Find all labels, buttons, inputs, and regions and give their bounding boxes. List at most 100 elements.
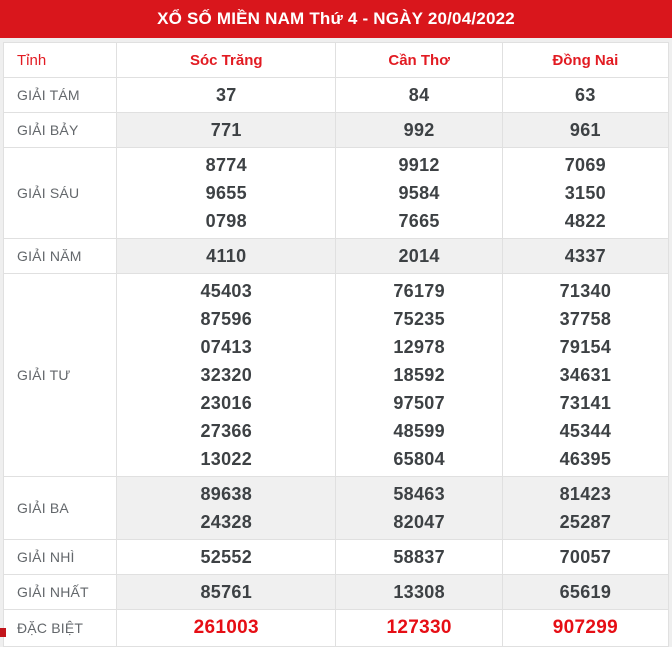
prize-number: 8774: [205, 155, 247, 175]
prize-label: GIẢI NHẤT: [2, 574, 118, 610]
prize-number: 65619: [559, 582, 612, 602]
prize-number: 48599: [393, 421, 445, 441]
prize-number: 961: [569, 120, 601, 140]
prize-number: 82047: [393, 512, 445, 532]
prize-number: 2014: [398, 246, 440, 266]
prize-number: 37758: [559, 309, 612, 329]
prize-number: 52552: [200, 547, 253, 567]
prize-number: 81423: [559, 484, 612, 504]
prize-number: 63: [575, 85, 596, 105]
prize-number: 34631: [559, 365, 612, 385]
prize-cell: 4337: [501, 238, 670, 274]
prize-label: GIẢI TÁM: [2, 77, 118, 113]
prize-row: GIẢI BẢY 771 992 961: [2, 112, 670, 148]
page-title: XỔ SỐ MIỀN NAM Thứ 4 - NGÀY 20/04/2022: [157, 9, 515, 28]
prize-number: 46395: [559, 449, 612, 469]
prize-cell: 13308: [335, 574, 503, 610]
prize-number: 73141: [559, 393, 612, 413]
prize-number: 58837: [393, 547, 445, 567]
results-table: Tỉnh Sóc Trăng Cần Thơ Đồng Nai GIẢI TÁM…: [2, 42, 670, 647]
prize-row: GIẢI NHÌ 52552 58837 70057: [2, 539, 670, 575]
prize-number: 25287: [559, 512, 612, 532]
prize-row: GIẢI NĂM 4110 2014 4337: [2, 238, 670, 274]
results-table-wrap: Tỉnh Sóc Trăng Cần Thơ Đồng Nai GIẢI TÁM…: [0, 38, 672, 647]
prize-number: 85761: [200, 582, 253, 602]
prize-number: 97507: [393, 393, 445, 413]
prize-number: 9912: [398, 155, 440, 175]
prize-number: 9655: [205, 183, 247, 203]
prize-label: GIẢI SÁU: [2, 147, 118, 239]
column-header-dong-nai: Đồng Nai: [501, 42, 670, 78]
prize-number: 32320: [200, 365, 253, 385]
prize-number: 27366: [200, 421, 253, 441]
prize-cell: 84: [335, 77, 503, 113]
prize-row: GIẢI SÁU 8774 9655 0798 9912 9584 7665 7069 3150…: [2, 147, 670, 239]
prize-number: 13022: [200, 449, 253, 469]
prize-number: 4822: [564, 211, 606, 231]
header-row: Tỉnh Sóc Trăng Cần Thơ Đồng Nai: [2, 42, 670, 78]
prize-row: GIẢI TƯ 45403 87596 07413 32320 23016 27366 130…: [2, 273, 670, 477]
prize-cell: 961: [501, 112, 670, 148]
prize-cell: 65619: [501, 574, 670, 610]
prize-rows-body: GIẢI TÁM 37 84 63 GIẢI BẢY 771 992 961 GIẢI SÁU 8…: [2, 77, 670, 647]
prize-cell: 58837: [335, 539, 503, 575]
prize-number: 18592: [393, 365, 445, 385]
prize-number: 45403: [200, 281, 253, 301]
prize-number: 89638: [200, 484, 253, 504]
prize-number: 37: [215, 85, 237, 105]
prize-cell: 4110: [116, 238, 337, 274]
prize-number: 79154: [559, 337, 612, 357]
prize-number: 992: [403, 120, 435, 140]
title-bar: XỔ SỐ MIỀN NAM Thứ 4 - NGÀY 20/04/2022: [0, 0, 672, 38]
prize-cell: 7069 3150 4822: [501, 147, 670, 239]
prize-label: GIẢI BẢY: [2, 112, 118, 148]
prize-cell: 70057: [501, 539, 670, 575]
prize-number: 24328: [200, 512, 253, 532]
prize-number: 07413: [200, 337, 253, 357]
prize-cell: 58463 82047: [335, 476, 503, 540]
prize-number: 58463: [393, 484, 445, 504]
prize-number: 907299: [552, 617, 618, 638]
prize-number: 70057: [559, 547, 612, 567]
column-header-soc-trang: Sóc Trăng: [116, 42, 337, 78]
prize-cell: 992: [335, 112, 503, 148]
column-header-can-tho: Cần Thơ: [335, 42, 503, 78]
prize-cell: 45403 87596 07413 32320 23016 27366 13022: [116, 273, 337, 477]
prize-label: GIẢI TƯ: [2, 273, 118, 477]
prize-number: 127330: [386, 617, 452, 638]
prize-row: GIẢI NHẤT 85761 13308 65619: [2, 574, 670, 610]
prize-number: 45344: [559, 421, 612, 441]
prize-number: 261003: [193, 617, 259, 638]
prize-cell: 9912 9584 7665: [335, 147, 503, 239]
prize-number: 65804: [393, 449, 445, 469]
prize-number: 76179: [393, 281, 445, 301]
prize-cell: 71340 37758 79154 34631 73141 45344 46395: [501, 273, 670, 477]
prize-number: 75235: [393, 309, 445, 329]
prize-cell: 63: [501, 77, 670, 113]
prize-cell: 2014: [335, 238, 503, 274]
prize-number: 13308: [393, 582, 445, 602]
prize-number: 7069: [564, 155, 606, 175]
prize-cell: 76179 75235 12978 18592 97507 48599 65804: [335, 273, 503, 477]
prize-cell: 8774 9655 0798: [116, 147, 337, 239]
prize-cell: 85761: [116, 574, 337, 610]
prize-row: GIẢI BA 89638 24328 58463 82047 81423 25287: [2, 476, 670, 540]
prize-cell: 771: [116, 112, 337, 148]
column-header-province: Tỉnh: [2, 42, 118, 78]
prize-number: 84: [408, 85, 430, 105]
prize-cell: 89638 24328: [116, 476, 337, 540]
red-corner-accent: [0, 628, 6, 637]
prize-number: 4110: [206, 246, 247, 266]
prize-row: GIẢI TÁM 37 84 63: [2, 77, 670, 113]
prize-number: 71340: [559, 281, 612, 301]
prize-number: 771: [210, 120, 242, 140]
prize-number: 23016: [200, 393, 253, 413]
prize-number: 3150: [564, 183, 606, 203]
prize-number: 7665: [398, 211, 440, 231]
prize-label: GIẢI BA: [2, 476, 118, 540]
prize-label: GIẢI NHÌ: [2, 539, 118, 575]
prize-number: 12978: [393, 337, 445, 357]
prize-number: 0798: [205, 211, 247, 231]
prize-number: 9584: [398, 183, 440, 203]
